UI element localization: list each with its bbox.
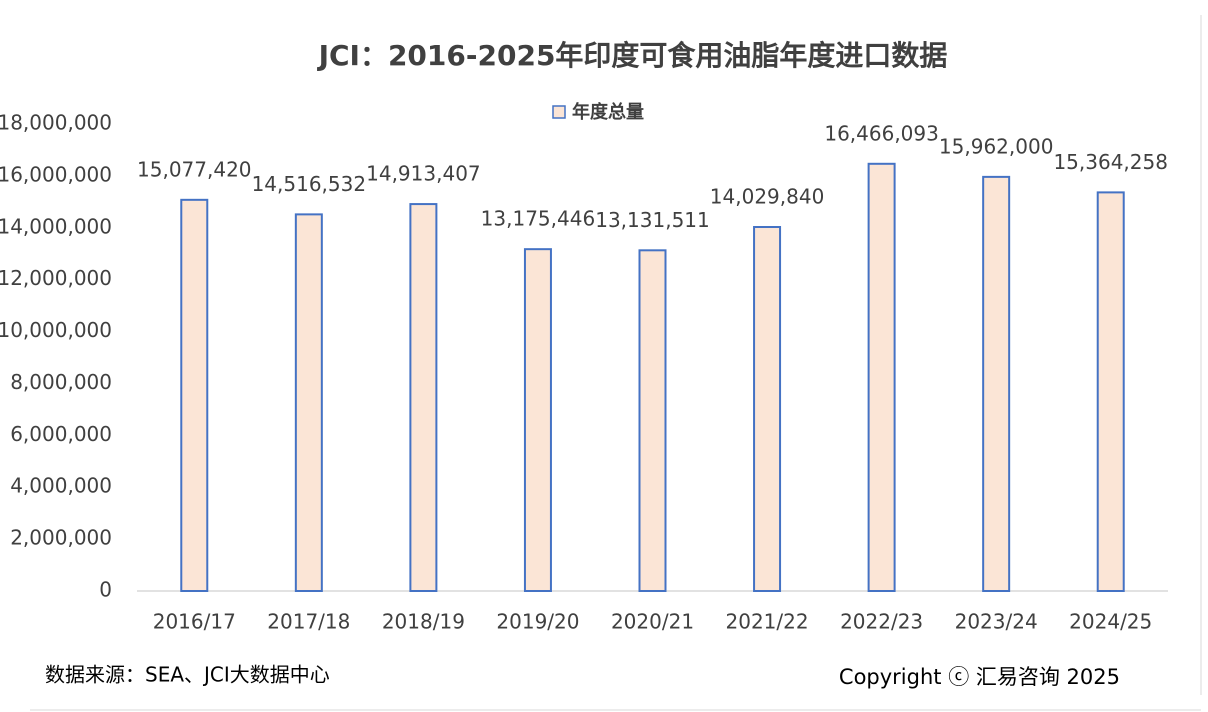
y-tick-label: 6,000,000	[10, 422, 112, 446]
y-tick-label: 0	[99, 578, 112, 602]
y-tick-label: 12,000,000	[0, 266, 112, 290]
chart-title: JCI：2016-2025年印度可食用油脂年度进口数据	[317, 39, 948, 72]
value-label: 14,913,407	[366, 162, 481, 186]
bar	[1096, 191, 1125, 592]
x-tick-label: 2022/23	[840, 610, 923, 634]
bar	[753, 226, 782, 592]
y-tick-label: 4,000,000	[10, 474, 112, 498]
value-label: 14,029,840	[710, 185, 825, 209]
y-tick-label: 14,000,000	[0, 214, 112, 238]
x-tick-label: 2024/25	[1069, 610, 1152, 634]
bar	[638, 249, 667, 592]
y-tick-label: 10,000,000	[0, 318, 112, 342]
y-tick-label: 8,000,000	[10, 370, 112, 394]
bar	[180, 198, 209, 592]
value-label: 14,516,532	[252, 172, 367, 196]
x-tick-label: 2021/22	[726, 610, 809, 634]
value-label: 13,131,511	[595, 208, 710, 232]
value-label: 15,962,000	[939, 134, 1054, 158]
bar	[409, 203, 438, 593]
bar	[982, 175, 1011, 592]
y-tick-label: 2,000,000	[10, 526, 112, 550]
x-tick-label: 2017/18	[267, 610, 350, 634]
x-tick-label: 2019/20	[496, 610, 579, 634]
copyright: Copyright ⓒ 汇易咨询 2025	[839, 665, 1120, 689]
y-tick-label: 16,000,000	[0, 162, 112, 186]
x-tick-label: 2023/24	[955, 610, 1038, 634]
x-tick-label: 2016/17	[153, 610, 236, 634]
value-label: 16,466,093	[824, 121, 939, 145]
x-tick-label: 2020/21	[611, 610, 694, 634]
bar	[523, 248, 552, 592]
value-label: 15,077,420	[137, 157, 252, 181]
x-tick-label: 2018/19	[382, 610, 465, 634]
bar	[867, 162, 896, 593]
bar	[294, 213, 323, 592]
legend-label: 年度总量	[572, 101, 644, 123]
value-label: 13,175,446	[481, 207, 596, 231]
y-tick-label: 18,000,000	[0, 111, 112, 135]
value-label: 15,364,258	[1053, 150, 1168, 174]
legend-swatch	[552, 105, 566, 119]
source-note: 数据来源：SEA、JCI大数据中心	[45, 663, 330, 687]
